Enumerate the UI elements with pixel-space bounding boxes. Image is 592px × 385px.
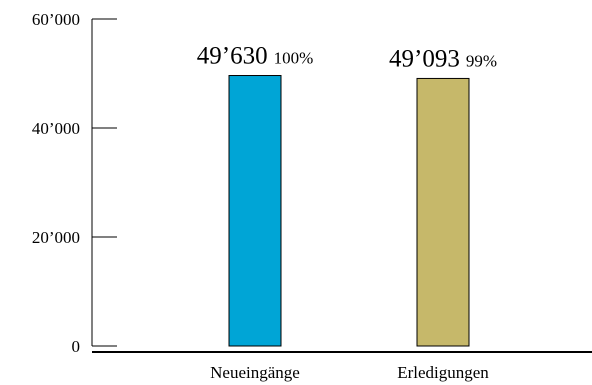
y-tick-label: 20’000 [32, 228, 80, 247]
bars [228, 75, 470, 347]
x-tick-label: Neueingänge [210, 363, 300, 382]
value-labels: 49’630 100% 49’093 99% [197, 43, 497, 73]
bar-2 [416, 77, 470, 347]
x-tick-label: Erledigungen [397, 363, 489, 382]
y-tick-label: 60’000 [32, 10, 80, 29]
y-tick-label: 40’000 [32, 119, 80, 138]
value-label-2: 49’093 [389, 45, 460, 72]
value-label-1: 49’630 [197, 43, 268, 70]
y-tick-label: 0 [72, 337, 81, 356]
x-axis: Neueingänge Erledigungen [92, 351, 592, 382]
bar-1 [228, 75, 282, 347]
y-axis: 0 20’000 40’000 60’000 [32, 10, 117, 356]
data-label-2: 49’093 99% [389, 45, 497, 72]
percent-label-1: 100% [274, 49, 314, 68]
percent-label-2: 99% [466, 51, 497, 70]
data-label-1: 49’630 100% [197, 43, 314, 70]
